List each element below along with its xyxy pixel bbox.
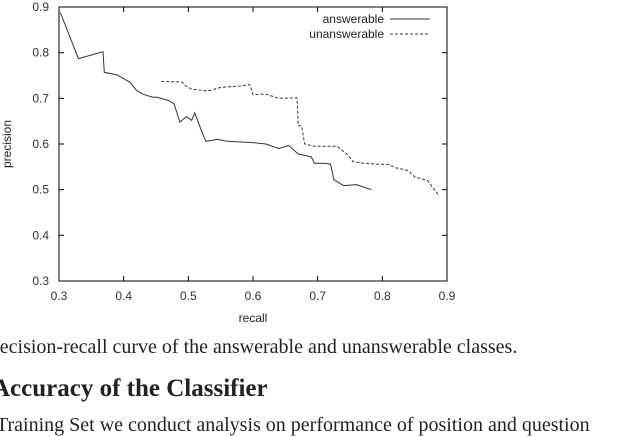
series-layer xyxy=(59,12,439,196)
y-tick-label: 0.5 xyxy=(32,183,49,197)
series-line-unanswerable xyxy=(161,80,439,196)
y-tick-label: 0.6 xyxy=(32,137,49,151)
legend: answerable unanswerable xyxy=(309,12,430,41)
x-tick-label: 0.7 xyxy=(309,289,326,303)
x-tick-label: 0.8 xyxy=(374,289,391,303)
legend-label-answerable: answerable xyxy=(323,12,385,26)
figure-caption: Precision-recall curve of the answerable… xyxy=(0,336,518,358)
x-tick-label: 0.6 xyxy=(245,289,262,303)
axis-ticks-layer xyxy=(58,6,448,282)
x-tick-label: 0.3 xyxy=(51,289,68,303)
y-tick-label: 0.4 xyxy=(32,228,49,242)
legend-label-unanswerable: unanswerable xyxy=(309,27,384,41)
section-heading: Accuracy of the Classifier xyxy=(0,375,268,402)
x-tick-label: 0.4 xyxy=(115,289,132,303)
x-tick-label: 0.9 xyxy=(439,289,456,303)
series-line-answerable xyxy=(59,12,372,191)
y-tick-label: 0.3 xyxy=(32,274,49,288)
x-tick-label: 0.5 xyxy=(180,289,197,303)
x-axis-title: recall xyxy=(239,311,268,325)
y-tick-label: 0.9 xyxy=(32,0,49,14)
plot-frame xyxy=(58,6,448,282)
y-tick-label: 0.7 xyxy=(32,91,49,105)
y-axis-title: precision xyxy=(0,120,14,168)
precision-recall-chart: 0.3 0.4 0.5 0.6 0.7 0.8 0.9 0.3 0.4 0.5 0.6 0.7 0.8 0… xyxy=(0,0,456,325)
tick-labels-layer: 0.3 0.4 0.5 0.6 0.7 0.8 0.9 0.3 0.4 0.5 0.6 0.7 0.8 0… xyxy=(32,0,455,303)
y-tick-label: 0.8 xyxy=(32,46,49,60)
